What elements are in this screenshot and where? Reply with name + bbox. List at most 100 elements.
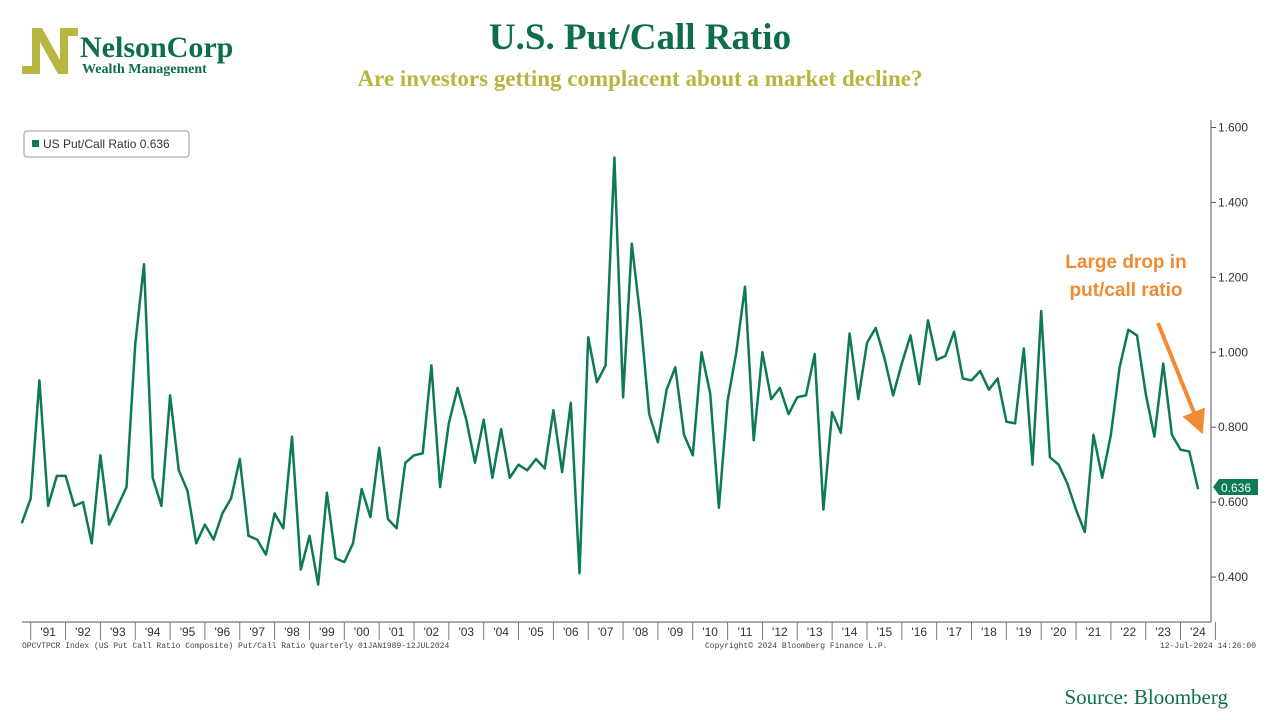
data-point — [1197, 487, 1199, 490]
data-point — [700, 351, 703, 354]
data-point — [491, 476, 494, 479]
x-tick-label: '01 — [389, 625, 405, 639]
data-point — [900, 362, 903, 365]
y-tick-label: 0.400 — [1218, 570, 1248, 584]
data-point — [1049, 456, 1051, 459]
data-point — [343, 561, 346, 563]
chart-title: U.S. Put/Call Ratio — [488, 17, 792, 58]
data-point — [883, 357, 886, 359]
data-point — [465, 418, 468, 421]
x-tick-label: '13 — [807, 625, 823, 639]
data-point — [674, 366, 677, 369]
x-tick-label: '22 — [1120, 625, 1136, 639]
y-tick-label: 1.200 — [1218, 270, 1248, 284]
data-point — [369, 516, 372, 518]
logo-n-mark — [22, 28, 78, 74]
data-point — [892, 394, 894, 397]
data-point — [456, 387, 459, 389]
data-point — [195, 542, 198, 545]
data-point — [221, 512, 224, 515]
data-point — [718, 506, 720, 509]
data-point — [378, 446, 381, 449]
data-point — [256, 538, 259, 541]
data-point — [988, 388, 990, 391]
data-point — [447, 422, 450, 425]
data-point — [1040, 310, 1043, 312]
data-point — [177, 469, 180, 472]
put-call-chart: US Put/Call Ratio 0.636 0.400 0.600 0.800 1… — [20, 120, 1258, 651]
logo-name: NelsonCorp — [80, 31, 233, 64]
annotation-line-1: Large drop in — [1065, 252, 1186, 273]
data-point — [935, 358, 938, 361]
data-point — [839, 431, 842, 434]
x-tick-label: '12 — [772, 625, 788, 639]
data-point — [831, 411, 833, 414]
data-point — [604, 364, 607, 367]
data-point — [805, 394, 807, 397]
x-tick-label: '04 — [493, 625, 509, 639]
data-point — [761, 351, 764, 354]
data-point — [657, 441, 659, 444]
x-tick-label: '20 — [1051, 625, 1067, 639]
data-point — [430, 364, 433, 367]
data-point — [508, 476, 511, 479]
data-point — [535, 458, 537, 460]
footer-right: 12-Jul-2024 14:26:00 — [1160, 642, 1256, 651]
data-point — [64, 475, 67, 477]
data-point — [639, 317, 642, 320]
data-point — [387, 518, 389, 520]
data-point — [569, 401, 572, 404]
y-tick-label: 0.600 — [1218, 495, 1248, 509]
data-point — [630, 242, 633, 245]
annotation: Large drop in put/call ratio — [1065, 252, 1205, 435]
data-point — [517, 463, 520, 466]
data-point — [961, 377, 964, 380]
data-point — [918, 383, 921, 385]
x-tick-label: '05 — [528, 625, 544, 639]
data-point — [953, 330, 955, 333]
data-point — [561, 471, 563, 473]
data-point — [55, 475, 58, 477]
data-point — [979, 370, 982, 372]
data-point — [439, 486, 441, 488]
data-point — [1153, 435, 1156, 438]
data-point — [822, 508, 825, 511]
data-point — [21, 521, 23, 524]
x-tick-label: '08 — [633, 625, 649, 639]
data-point — [474, 461, 476, 464]
last-value-tag: 0.636 — [1213, 479, 1258, 495]
data-point — [752, 439, 755, 442]
data-point — [90, 542, 93, 545]
data-point — [282, 527, 285, 530]
data-point — [543, 467, 546, 470]
data-point — [1118, 366, 1121, 369]
data-point — [1005, 420, 1008, 423]
x-axis: '91 '92 '93 '94 '95 '96 '97 '98 '99 '00 '01 '02 '03 '… — [22, 621, 1216, 640]
x-tick-label: '21 — [1086, 625, 1102, 639]
data-point — [326, 491, 328, 494]
data-point — [787, 413, 790, 415]
data-point — [360, 488, 363, 490]
data-point — [909, 334, 912, 337]
x-tick-label: '96 — [215, 625, 231, 639]
data-point — [230, 497, 233, 500]
data-point — [848, 332, 851, 335]
data-point — [970, 379, 973, 382]
data-point — [1188, 450, 1191, 453]
data-point — [116, 505, 119, 507]
data-point — [482, 418, 485, 421]
data-point — [1136, 334, 1138, 337]
data-point — [247, 534, 250, 537]
data-point — [273, 512, 276, 515]
y-tick-label: 0.800 — [1218, 420, 1248, 434]
x-tick-label: '11 — [738, 625, 753, 639]
x-tick-label: '95 — [180, 625, 196, 639]
x-tick-label: '06 — [563, 625, 579, 639]
data-point — [1110, 433, 1112, 436]
x-tick-label: '02 — [424, 625, 440, 639]
data-point — [186, 490, 189, 492]
x-tick-label: '10 — [702, 625, 718, 639]
data-point — [578, 572, 581, 575]
data-point — [500, 428, 502, 430]
x-tick-label: '24 — [1190, 625, 1206, 639]
